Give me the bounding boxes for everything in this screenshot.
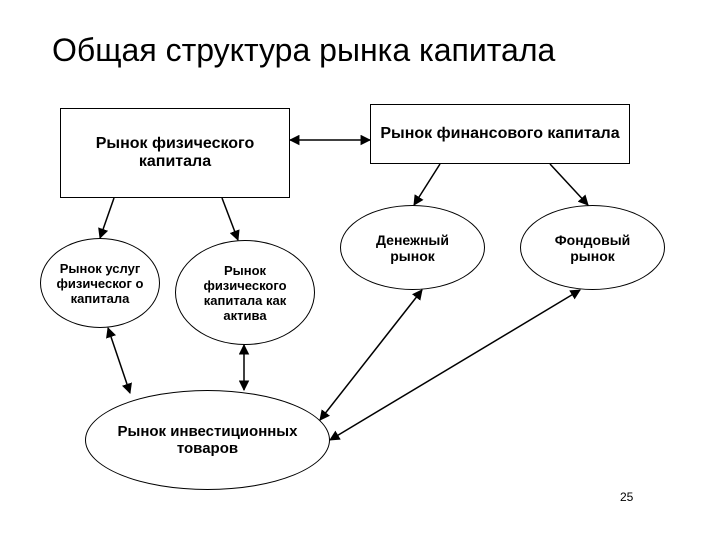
ellipse-label: Рынок инвестиционных товаров	[100, 423, 315, 457]
ellipse-physical-capital-services-market: Рынок услуг физическог о капитала	[40, 238, 160, 328]
box-label: Рынок финансового капитала	[380, 125, 619, 143]
ellipse-physical-capital-asset-market: Рынок физического капитала как актива	[175, 240, 315, 345]
ellipse-label: Фондовый рынок	[535, 232, 650, 264]
ellipse-investment-goods-market: Рынок инвестиционных товаров	[85, 390, 330, 490]
ellipse-label: Рынок услуг физическог о капитала	[55, 261, 145, 306]
box-physical-capital-market: Рынок физического капитала	[60, 108, 290, 198]
page-number: 25	[620, 490, 633, 504]
ellipse-label: Денежный рынок	[355, 232, 470, 264]
box-label: Рынок физического капитала	[67, 135, 283, 171]
box-financial-capital-market: Рынок финансового капитала	[370, 104, 630, 164]
ellipse-stock-market: Фондовый рынок	[520, 205, 665, 290]
ellipse-label: Рынок физического капитала как актива	[190, 263, 300, 323]
slide-title: Общая структура рынка капитала	[52, 32, 555, 69]
ellipse-money-market: Денежный рынок	[340, 205, 485, 290]
